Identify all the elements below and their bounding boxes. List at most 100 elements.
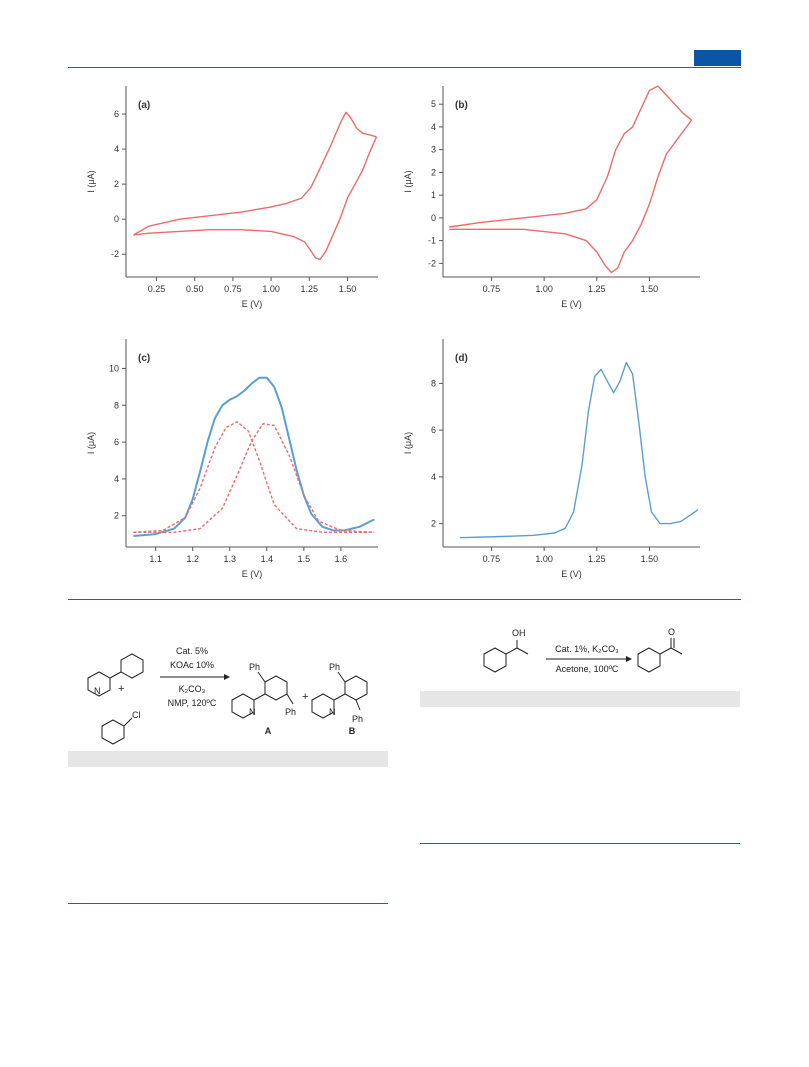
series-line-0: [133, 376, 375, 537]
y-tick-label: 2: [431, 167, 436, 177]
product-a-ph-top: Ph: [249, 662, 260, 672]
x-tick-label: 1.00: [535, 284, 553, 294]
header-tab: [694, 50, 741, 66]
x-tick-label: 1.1: [149, 554, 162, 564]
y-tick-label: 2: [114, 179, 119, 189]
reaction-scheme-left: N + Cl Cat. 5% KOAc 10% K₂CO₃ NMP, 120ºC…: [87, 646, 368, 745]
x-tick-label: 0.25: [148, 284, 166, 294]
y-axis-label: I (μA): [86, 170, 96, 192]
condition-line-4: NMP, 120ºC: [168, 698, 217, 708]
panel-label: (c): [138, 353, 150, 364]
product-b-ph-bottom: Ph: [352, 714, 363, 724]
y-axis-label: I (μA): [86, 432, 96, 454]
x-tick-label: 1.50: [339, 284, 357, 294]
product-b-label: B: [349, 726, 356, 736]
left-column-rule: [68, 903, 388, 904]
plus-sign-2: +: [302, 691, 308, 703]
right-arrowhead: [626, 656, 632, 662]
chart-panel-d: 0.75 1.00 1.25 1.50 2 4 6 8 (d) E (V) I (μA): [403, 339, 700, 579]
series-line-2: [133, 422, 375, 534]
carbonyl-o-label: O: [668, 627, 675, 637]
x-tick-label: 1.25: [588, 284, 606, 294]
panel-label: (a): [138, 100, 150, 111]
series-line-0: [449, 85, 693, 228]
phenylpyridine-structure: [87, 653, 144, 697]
section-rule: [68, 599, 741, 600]
y-tick-label: 10: [109, 363, 119, 373]
y-tick-label: 4: [114, 474, 119, 484]
hydroxyl-label: OH: [512, 628, 526, 638]
y-axis-label: I (μA): [403, 432, 413, 454]
scheme-left-caption-bar: [68, 751, 388, 767]
x-axis-label: E (V): [561, 299, 582, 309]
right-condition-top: Cat. 1%, K₂CO₃: [555, 644, 619, 654]
x-tick-label: 1.2: [186, 554, 199, 564]
panel-label: (b): [455, 100, 468, 111]
product-a-ph-bottom: Ph: [285, 707, 296, 717]
y-tick-label: 8: [114, 400, 119, 410]
product-b-structure: [311, 671, 368, 719]
x-tick-label: 1.3: [224, 554, 237, 564]
series-line-1: [449, 119, 693, 274]
product-b-n-label: N: [329, 707, 336, 717]
x-tick-label: 1.4: [261, 554, 274, 564]
x-axis-label: E (V): [242, 569, 263, 579]
x-tick-label: 1.25: [588, 554, 606, 564]
y-tick-label: 2: [431, 519, 436, 529]
y-tick-label: 1: [431, 190, 436, 200]
right-column-rule: [420, 843, 740, 844]
condition-line-2: KOAc 10%: [170, 660, 214, 670]
x-axis-label: E (V): [242, 299, 263, 309]
y-tick-label: 3: [431, 145, 436, 155]
chlorobenzene-structure: [101, 717, 133, 745]
y-tick-label: -2: [111, 249, 119, 259]
x-tick-label: 1.6: [335, 554, 348, 564]
y-tick-label: 6: [114, 437, 119, 447]
x-tick-label: 1.25: [301, 284, 319, 294]
x-tick-label: 0.75: [483, 284, 501, 294]
reaction-scheme-right: OH Cat. 1%, K₂CO₃ Acetone, 100ºC O: [483, 627, 683, 674]
y-tick-label: 4: [431, 472, 436, 482]
chart-panel-c: 1.1 1.2 1.3 1.4 1.5 1.6 2 4 6 8 10 (c) E (V) I (μA): [86, 339, 378, 579]
condition-line-1: Cat. 5%: [176, 646, 208, 656]
y-tick-label: 0: [431, 213, 436, 223]
condition-line-3: K₂CO₃: [179, 684, 206, 694]
x-tick-label: 1.50: [641, 284, 659, 294]
phenylethanol-structure: [483, 640, 529, 673]
y-tick-label: 4: [431, 122, 436, 132]
pyridine-n-label: N: [94, 686, 101, 696]
y-tick-label: 2: [114, 511, 119, 521]
series-line-1: [133, 136, 378, 261]
y-tick-label: -2: [428, 258, 436, 268]
x-tick-label: 1.5: [298, 554, 311, 564]
product-a-structure: [231, 671, 294, 719]
x-tick-label: 1.00: [535, 554, 553, 564]
x-tick-label: 1.00: [262, 284, 280, 294]
panel-label: (d): [455, 353, 468, 364]
x-tick-label: 0.50: [186, 284, 204, 294]
y-tick-label: 4: [114, 144, 119, 154]
chart-panel-b: 0.75 1.00 1.25 1.50 -2 -1 0 1 2 3 4 5 (b) E (V) I (μA): [403, 85, 700, 309]
product-b-ph-top: Ph: [329, 662, 340, 672]
acetophenone-structure: [637, 638, 683, 673]
right-condition-bottom: Acetone, 100ºC: [556, 664, 619, 674]
header-rule: [68, 67, 741, 68]
chloro-label: Cl: [132, 710, 141, 720]
y-tick-label: 5: [431, 99, 436, 109]
x-axis-label: E (V): [561, 569, 582, 579]
series-line-0: [133, 111, 377, 236]
chart-panel-a: 0.25 0.50 0.75 1.00 1.25 1.50 -2 0 2 4 6 (a) E (V) I …: [86, 86, 378, 309]
scheme-right-caption-bar: [420, 691, 740, 707]
plus-sign-1: +: [118, 683, 124, 695]
product-a-n-label: N: [249, 707, 256, 717]
series-line-0: [459, 361, 699, 539]
series-line-1: [133, 421, 375, 534]
product-a-label: A: [265, 726, 272, 736]
y-tick-label: 8: [431, 378, 436, 388]
y-tick-label: -1: [428, 236, 436, 246]
arrowhead: [224, 674, 230, 680]
x-tick-label: 0.75: [224, 284, 242, 294]
x-tick-label: 1.50: [641, 554, 659, 564]
y-tick-label: 6: [114, 109, 119, 119]
y-axis-label: I (μA): [403, 170, 413, 192]
